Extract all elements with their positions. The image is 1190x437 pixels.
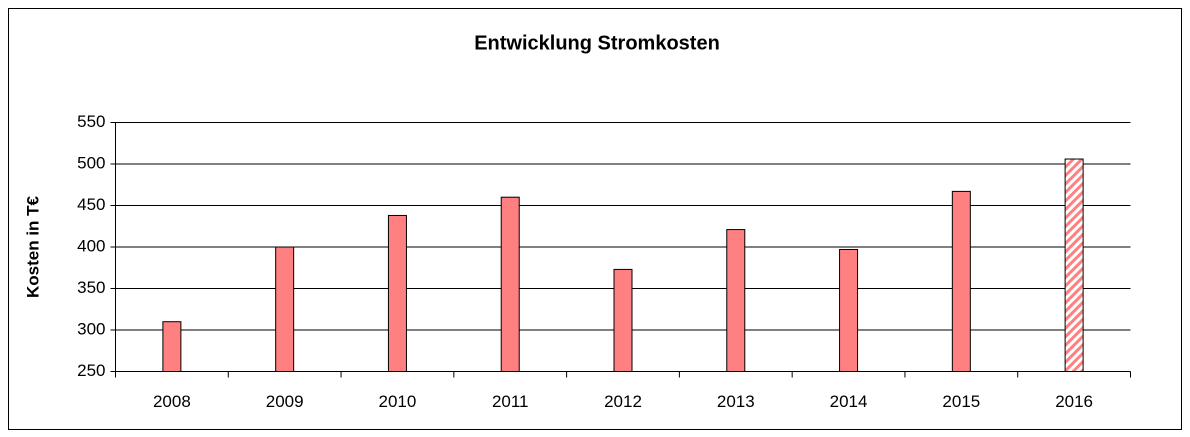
x-tick-label: 2008	[153, 392, 191, 411]
bar	[500, 196, 520, 372]
bar	[275, 246, 295, 372]
chart-title: Entwicklung Stromkosten	[474, 32, 720, 54]
y-tick-label: 350	[77, 278, 105, 297]
bar	[613, 268, 633, 372]
x-tick-label: 2014	[830, 392, 868, 411]
x-tick-label: 2015	[942, 392, 980, 411]
bar	[387, 214, 407, 372]
bar	[951, 190, 971, 372]
y-axis-label: Kosten in T€	[23, 195, 42, 298]
chart-border	[8, 8, 1182, 430]
bar	[726, 229, 746, 372]
y-tick-label: 300	[77, 319, 105, 338]
bar	[1064, 158, 1084, 372]
bar	[162, 321, 182, 373]
x-tick-label: 2012	[604, 392, 642, 411]
bar	[839, 248, 859, 373]
y-tick-label: 250	[77, 361, 105, 380]
y-tick-label: 500	[77, 153, 105, 172]
x-tick-label: 2013	[717, 392, 755, 411]
y-tick-label: 400	[77, 236, 105, 255]
x-tick-label: 2016	[1055, 392, 1093, 411]
x-tick-label: 2011	[492, 392, 529, 411]
y-tick-label: 550	[77, 112, 105, 131]
y-tick-label: 450	[77, 195, 105, 214]
x-tick-label: 2010	[379, 392, 417, 411]
x-tick-label: 2009	[266, 392, 304, 411]
